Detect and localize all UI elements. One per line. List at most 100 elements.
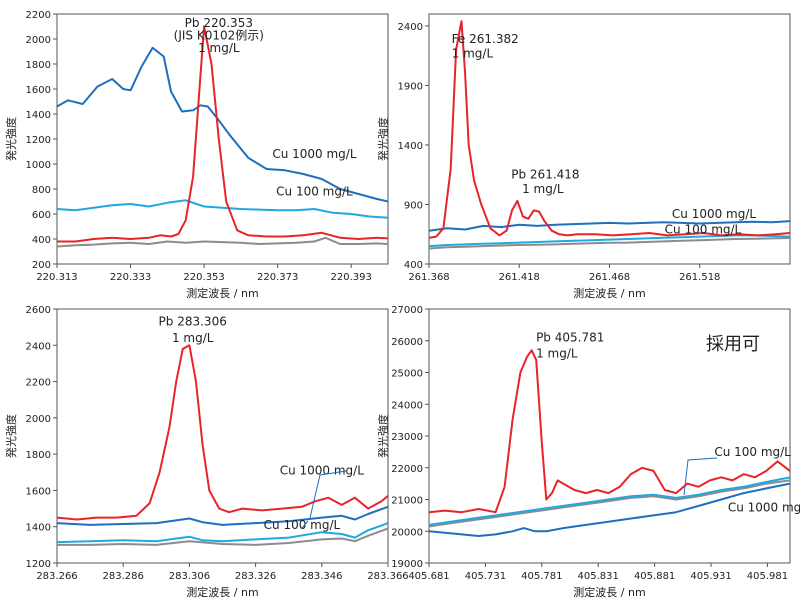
series-line-fe-261-382 [429, 20, 790, 239]
series-line-cu-1000-mg-l [57, 505, 388, 526]
chart-panel-2: 400 900 1400 1900 2400 261.368 261.418 261.468 2… [376, 13, 791, 300]
series-line-pb-405-781 [429, 349, 790, 514]
annotation-label: Pb 220.353 [185, 16, 253, 30]
series-line-blank [57, 236, 388, 248]
series-line-cu-1000-mg-l [57, 46, 388, 203]
y-tick-label: 1400 [26, 110, 51, 121]
plot-area-3 [56, 308, 389, 564]
y-tick-label: 19000 [391, 559, 423, 570]
annotation-label: 1 mg/L [452, 46, 494, 60]
y-tick-label: 2000 [26, 414, 51, 425]
y-tick-label: 2600 [26, 305, 51, 316]
y-tick-label: 800 [32, 185, 51, 196]
series-line-pb-283-306 [57, 344, 388, 521]
x-tick-label: 405.681 [408, 571, 449, 582]
x-tick-label: 405.931 [690, 571, 731, 582]
annotation-label: Pb 261.418 [511, 168, 579, 182]
x-tick-label: 220.353 [183, 272, 224, 283]
x-tick-label: 220.313 [36, 272, 77, 283]
series-line-blank [429, 237, 790, 250]
chart-panel-1: 200 400 600 800 1000 1200 1400 1600 1800 2000 2200… [4, 10, 389, 300]
y-axis-label: 発光強度 [4, 414, 18, 458]
annotation-label: 1 mg/L [198, 41, 240, 55]
y-tick-label: 900 [404, 200, 423, 211]
leader-line [301, 520, 309, 529]
y-tick-label: 1400 [26, 523, 51, 534]
y-tick-label: 27000 [391, 305, 423, 316]
y-tick-label: 1600 [26, 486, 51, 497]
annotation-label: Cu 100 mg/L [714, 445, 791, 459]
y-axis-label: 発光強度 [376, 117, 390, 161]
plot-area-1 [56, 13, 389, 265]
series-line-pb-220-353 [57, 25, 388, 243]
y-tick-label: 1200 [26, 135, 51, 146]
y-tick-label: 1900 [398, 81, 423, 92]
series-line-cu-1000-mg-l [429, 482, 790, 537]
series-line-cu-100-mg-l [429, 476, 790, 526]
leader-line [683, 457, 718, 496]
x-tick-label: 405.831 [578, 571, 619, 582]
y-tick-label: 24000 [391, 400, 423, 411]
y-tick-label: 1400 [398, 141, 423, 152]
y-tick-label: 2200 [26, 378, 51, 389]
annotation-label: 1 mg/L [536, 346, 578, 360]
annotation-label: Cu 100 mg/L [665, 222, 742, 236]
x-tick-label: 405.781 [521, 571, 562, 582]
y-tick-label: 2400 [398, 22, 423, 33]
x-tick-label: 220.333 [110, 272, 151, 283]
x-tick-label: 261.368 [408, 272, 449, 283]
y-tick-label: 21000 [391, 496, 423, 507]
annotation-label: Cu 1000 mg/L [280, 463, 365, 477]
x-tick-label: 261.418 [499, 272, 540, 283]
annotation-label: Cu 100 mg/L [264, 518, 341, 532]
y-tick-label: 2000 [26, 35, 51, 46]
x-tick-label: 283.326 [235, 571, 276, 582]
x-tick-label: 220.373 [257, 272, 298, 283]
y-tick-label: 2200 [26, 10, 51, 21]
y-tick-label: 1200 [26, 559, 51, 570]
y-tick-label: 25000 [391, 369, 423, 380]
series-line-cu-100-mg-l [57, 199, 388, 219]
y-tick-label: 600 [32, 210, 51, 221]
x-axis-label: 測定波長 / nm [573, 286, 645, 300]
annotation-label: (JIS K0102例示) [174, 28, 264, 42]
x-tick-label: 220.393 [331, 272, 372, 283]
annotation-label: Pb 405.781 [536, 331, 604, 345]
y-tick-label: 1800 [26, 450, 51, 461]
series-line-cu-100-mg-l [57, 522, 388, 544]
series-line-blank [429, 479, 790, 528]
y-axis-label: 発光強度 [376, 414, 390, 458]
y-tick-label: 1600 [26, 85, 51, 96]
y-tick-label: 200 [32, 260, 51, 271]
x-tick-label: 405.881 [634, 571, 675, 582]
x-tick-label: 283.346 [301, 571, 342, 582]
x-axis-label: 測定波長 / nm [186, 286, 258, 300]
x-tick-label: 283.366 [367, 571, 408, 582]
y-tick-label: 2400 [26, 341, 51, 352]
annotation-label: Fe 261.382 [452, 32, 519, 46]
x-tick-label: 405.731 [465, 571, 506, 582]
y-tick-label: 23000 [391, 432, 423, 443]
y-tick-label: 1800 [26, 60, 51, 71]
x-tick-label: 283.286 [103, 571, 144, 582]
annotation-label: 1 mg/L [172, 331, 214, 345]
x-tick-label: 283.306 [169, 571, 210, 582]
annotation-label: Pb 283.306 [159, 315, 227, 329]
y-tick-label: 26000 [391, 337, 423, 348]
x-tick-label: 405.981 [747, 571, 788, 582]
chart-panel-3: 1200 1400 1600 1800 2000 2200 2400 2600 283.266 2… [4, 305, 409, 599]
leader-line [309, 470, 347, 519]
x-axis-label: 測定波長 / nm [186, 585, 258, 599]
chart-panel-4: 19000 20000 21000 22000 23000 24000 25000 26000… [376, 305, 800, 599]
x-tick-label: 261.468 [589, 272, 630, 283]
annotation-label: Cu 1000 mg/L [728, 500, 800, 514]
x-tick-label: 261.518 [679, 272, 720, 283]
y-tick-label: 400 [404, 260, 423, 271]
y-tick-label: 400 [32, 235, 51, 246]
status-badge: 採用可 [706, 334, 760, 355]
x-tick-label: 283.266 [36, 571, 77, 582]
y-tick-label: 22000 [391, 464, 423, 475]
annotation-label: Cu 1000 mg/L [272, 147, 357, 161]
